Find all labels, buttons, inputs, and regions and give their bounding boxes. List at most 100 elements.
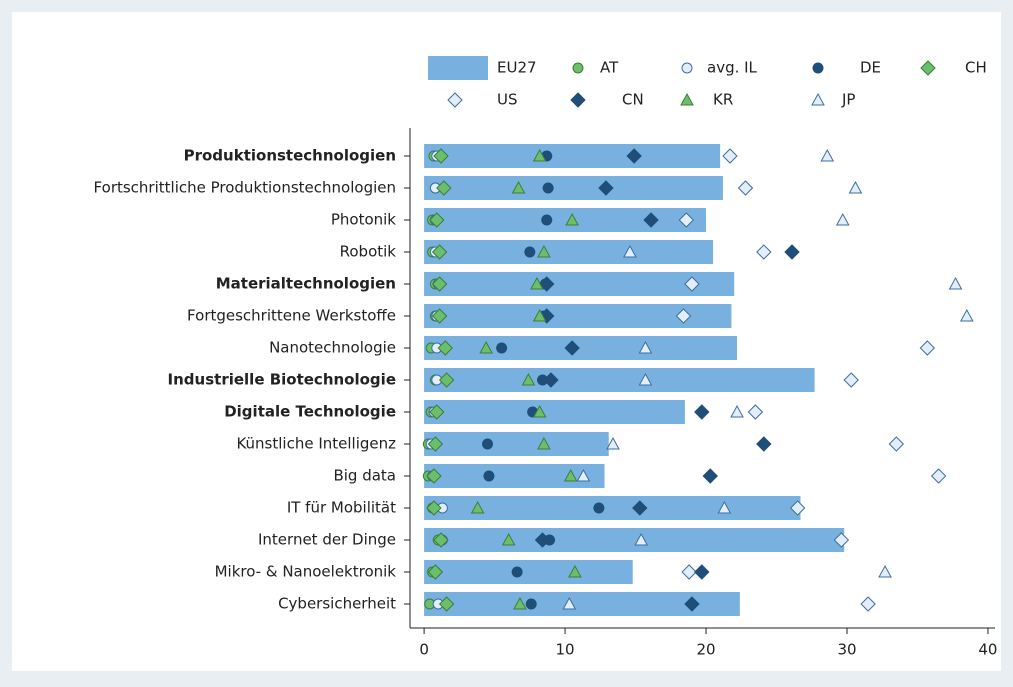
point [433,148,449,164]
point [634,532,649,546]
point [438,596,455,612]
bar [424,336,738,360]
point [521,372,536,386]
legend-label: US [497,91,518,109]
point [717,500,732,514]
point [820,148,835,162]
point [511,180,526,194]
point [694,564,710,580]
point [930,468,947,484]
legend-label: AT [600,59,619,77]
point [539,276,555,292]
bar [424,144,721,168]
point [431,308,448,324]
point [878,564,892,578]
x-tick-label: 30 [837,641,856,659]
point [479,340,493,354]
point [427,564,444,580]
point [833,532,850,548]
point [511,566,523,578]
point [643,212,659,228]
point [426,468,442,484]
point [948,276,963,290]
bar [424,432,609,456]
y-tick-label: Industrielle Biotechnologie [168,371,396,389]
bar [424,208,707,232]
point [437,340,453,356]
legend-marker [570,92,586,108]
point [638,372,653,386]
point [482,438,494,450]
bar [424,400,685,424]
legend-marker [680,92,694,106]
point [525,598,537,610]
x-tick-label: 20 [696,641,715,659]
point [678,212,694,228]
point [684,596,700,612]
y-tick-label: Künstliche Intelligenz [236,435,396,453]
bar [424,528,845,552]
bar [424,464,605,488]
point [593,502,605,514]
bar [424,560,633,584]
y-tick-label: Internet der Dinge [258,531,396,549]
point [532,308,547,322]
point [888,436,905,452]
x-tick-label: 0 [419,641,429,659]
bar [424,272,735,296]
point [470,500,485,514]
legend-marker [447,92,463,108]
y-tick-label: Big data [333,467,396,485]
point [843,372,859,388]
y-tick-label: Digitale Technologie [224,403,396,421]
legend-label: CN [622,91,644,109]
point [565,212,579,226]
x-tick-label: 10 [556,641,575,659]
y-tick-label: Fortgeschrittene Werkstoffe [187,307,396,325]
point [426,500,442,516]
legend-marker [920,60,936,76]
point [433,532,449,548]
point [542,182,554,194]
y-tick-label: Fortschrittliche Produktionstechnologien [94,179,396,197]
point [438,372,455,388]
point [681,564,697,580]
point [675,308,692,324]
y-tick-label: Materialtechnologien [216,275,396,293]
legend-marker [811,92,825,106]
point [598,180,614,196]
point [789,500,806,516]
y-tick-label: Photonik [331,211,396,229]
point [623,244,637,258]
point [496,342,508,354]
legend-marker [681,62,693,74]
point [532,404,547,418]
point [606,436,620,450]
point [562,596,577,610]
point [568,564,582,578]
point [564,340,580,356]
point [756,244,772,260]
point [626,148,642,164]
legend-label: EU27 [497,59,537,77]
point [431,244,448,260]
legend-marker [572,62,584,74]
point [436,180,452,196]
bar [424,368,815,392]
y-tick-label: Produktionstechnologien [184,147,396,165]
point [638,340,653,354]
point [427,436,444,452]
point [632,500,648,516]
point [848,180,863,194]
point [513,596,527,610]
point [756,436,772,452]
point [532,148,547,162]
point [501,532,516,546]
point [730,404,744,418]
point [747,404,764,420]
point [543,372,559,388]
point [537,436,551,450]
legend-label: KR [713,91,733,109]
point [576,468,591,482]
